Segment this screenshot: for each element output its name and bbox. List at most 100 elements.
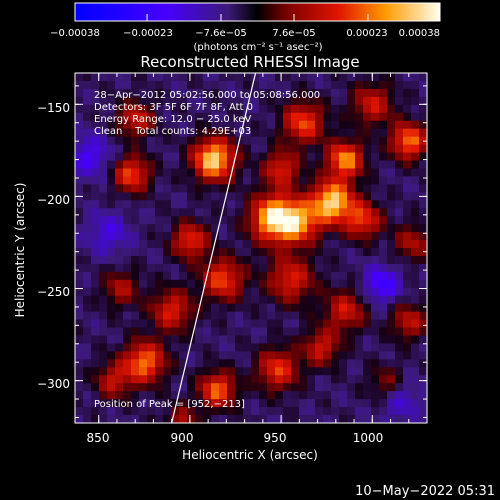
heatmap-cell xyxy=(195,407,204,416)
heatmap-cell xyxy=(211,192,220,201)
heatmap-cell xyxy=(195,375,204,384)
heatmap-cell xyxy=(275,128,284,138)
heatmap-cell xyxy=(163,120,172,130)
heatmap-cell xyxy=(355,367,364,376)
heatmap-cell xyxy=(131,224,140,233)
heatmap-cell xyxy=(211,168,220,177)
heatmap-cell xyxy=(171,73,180,82)
heatmap-cell xyxy=(243,120,252,130)
heatmap-cell xyxy=(163,287,172,297)
heatmap-cell xyxy=(147,88,156,98)
heatmap-cell xyxy=(315,128,324,138)
heatmap-cell xyxy=(267,287,276,297)
x-tick-label: 950 xyxy=(264,431,287,445)
heatmap-cell xyxy=(107,248,116,257)
heatmap-cell xyxy=(379,295,388,305)
heatmap-cell xyxy=(139,279,148,289)
heatmap-cell xyxy=(139,88,148,98)
heatmap-cell xyxy=(187,160,196,169)
heatmap-cell xyxy=(155,271,164,281)
heatmap-cell xyxy=(315,343,324,352)
heatmap-cell xyxy=(363,120,372,130)
heatmap-cell xyxy=(75,128,84,138)
heatmap-cell xyxy=(411,415,420,423)
heatmap-cell xyxy=(83,208,92,217)
heatmap-cell xyxy=(131,176,140,185)
heatmap-cell xyxy=(187,319,196,328)
heatmap-cell xyxy=(107,399,116,408)
heatmap-cell xyxy=(179,112,188,122)
heatmap-cell xyxy=(115,303,124,313)
heatmap-cell xyxy=(419,335,427,344)
heatmap-cell xyxy=(195,80,204,90)
heatmap-cell xyxy=(235,279,244,289)
heatmap-cell xyxy=(315,152,324,161)
heatmap-cell xyxy=(395,112,404,122)
heatmap-cell xyxy=(371,192,380,201)
heatmap-cell xyxy=(387,255,396,265)
heatmap-cell xyxy=(315,168,324,177)
heatmap-cell xyxy=(227,176,236,185)
heatmap-cell xyxy=(227,399,236,408)
heatmap-cell xyxy=(139,287,148,297)
heatmap-cell xyxy=(75,255,84,265)
heatmap-cell xyxy=(339,240,348,249)
heatmap-cell xyxy=(179,359,188,368)
colorbar-tick-label: 0.00038 xyxy=(399,28,440,39)
heatmap-cell xyxy=(403,351,412,360)
heatmap-cell xyxy=(323,184,332,193)
heatmap-cell xyxy=(123,295,132,305)
heatmap-cell xyxy=(187,232,196,241)
heatmap-cell xyxy=(99,176,108,185)
heatmap-cell xyxy=(131,327,140,336)
heatmap-cell xyxy=(291,407,300,416)
heatmap-cell xyxy=(419,375,427,384)
heatmap-cell xyxy=(403,216,412,225)
heatmap-cell xyxy=(387,399,396,408)
heatmap-cell xyxy=(115,128,124,138)
heatmap-cell xyxy=(107,271,116,281)
heatmap-cell xyxy=(123,168,132,177)
heatmap-cell xyxy=(115,391,124,400)
heatmap-cell xyxy=(187,104,196,114)
heatmap-cell xyxy=(91,351,100,360)
heatmap-cell xyxy=(203,343,212,352)
heatmap-cell xyxy=(267,319,276,328)
heatmap-cell xyxy=(203,184,212,193)
heatmap-cell xyxy=(395,208,404,217)
heatmap-cell xyxy=(203,415,212,423)
heatmap-cell xyxy=(275,176,284,185)
heatmap-cell xyxy=(403,224,412,233)
heatmap-cell xyxy=(195,104,204,114)
heatmap-cell xyxy=(147,367,156,376)
heatmap-cell xyxy=(299,80,308,90)
heatmap-cell xyxy=(187,168,196,177)
heatmap-cell xyxy=(363,73,372,82)
heatmap-cell xyxy=(171,200,180,209)
heatmap-cell xyxy=(259,73,268,82)
heatmap-cell xyxy=(75,287,84,297)
heatmap-cell xyxy=(251,391,260,400)
heatmap-cell xyxy=(403,399,412,408)
heatmap-cell xyxy=(251,96,260,106)
heatmap-cell xyxy=(131,200,140,209)
heatmap-cell xyxy=(411,248,420,257)
heatmap-cell xyxy=(267,279,276,289)
heatmap-cell xyxy=(251,359,260,368)
heatmap-cell xyxy=(411,287,420,297)
heatmap-cell xyxy=(219,224,228,233)
heatmap-cell xyxy=(83,255,92,265)
heatmap-cell xyxy=(139,80,148,90)
heatmap-cell xyxy=(331,152,340,161)
heatmap-cell xyxy=(195,295,204,305)
heatmap-cell xyxy=(275,216,284,225)
heatmap-cell xyxy=(387,216,396,225)
heatmap-cell xyxy=(139,176,148,185)
heatmap-cell xyxy=(339,263,348,273)
heatmap-cell xyxy=(419,232,427,241)
heatmap-cell xyxy=(211,144,220,153)
heatmap-cell xyxy=(235,367,244,376)
heatmap-cell xyxy=(83,319,92,328)
timestamp: 10−May−2022 05:31 xyxy=(355,484,495,499)
heatmap-cell xyxy=(179,263,188,273)
